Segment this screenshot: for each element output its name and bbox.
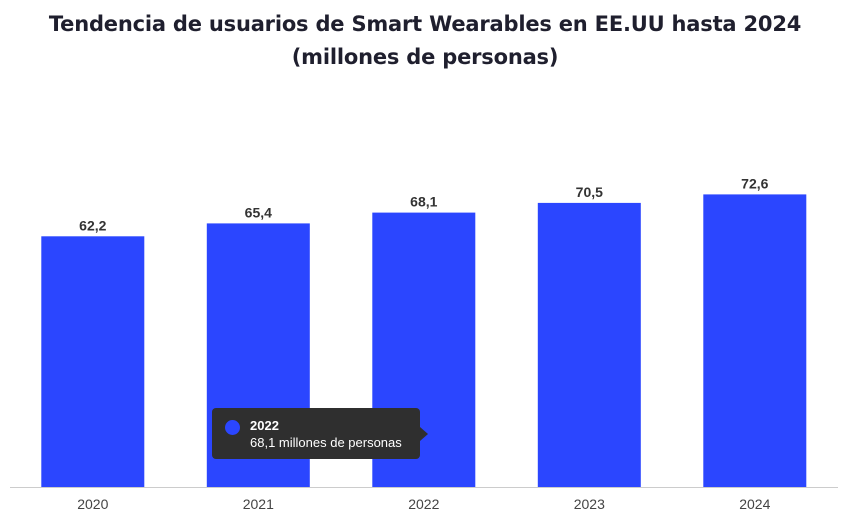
- x-tick-label-2022: 2022: [408, 496, 439, 512]
- value-label-2023: 70,5: [576, 184, 603, 200]
- value-label-2021: 65,4: [245, 204, 272, 220]
- x-tick-label-2020: 2020: [77, 496, 108, 512]
- tooltip-title: 2022: [250, 418, 279, 433]
- tooltip: 2022 68,1 millones de personas: [212, 408, 428, 459]
- chart-title-line-2: (millones de personas): [291, 45, 559, 69]
- tooltip-swatch-icon: [225, 420, 240, 435]
- tooltip-text: 68,1 millones de personas: [250, 435, 402, 450]
- chart-title-line-1: Tendencia de usuarios de Smart Wearables…: [48, 12, 802, 36]
- chart-title: Tendencia de usuarios de Smart Wearables…: [0, 8, 850, 74]
- value-label-2022: 68,1: [410, 194, 437, 210]
- value-label-2024: 72,6: [741, 175, 768, 191]
- bar-2020[interactable]: [41, 236, 145, 487]
- x-tick-label-2021: 2021: [243, 496, 274, 512]
- bar-2023[interactable]: [537, 202, 641, 487]
- bar-2024[interactable]: [703, 194, 807, 487]
- x-tick-label-2023: 2023: [574, 496, 605, 512]
- value-label-2020: 62,2: [79, 217, 106, 233]
- x-tick-label-2024: 2024: [739, 496, 770, 512]
